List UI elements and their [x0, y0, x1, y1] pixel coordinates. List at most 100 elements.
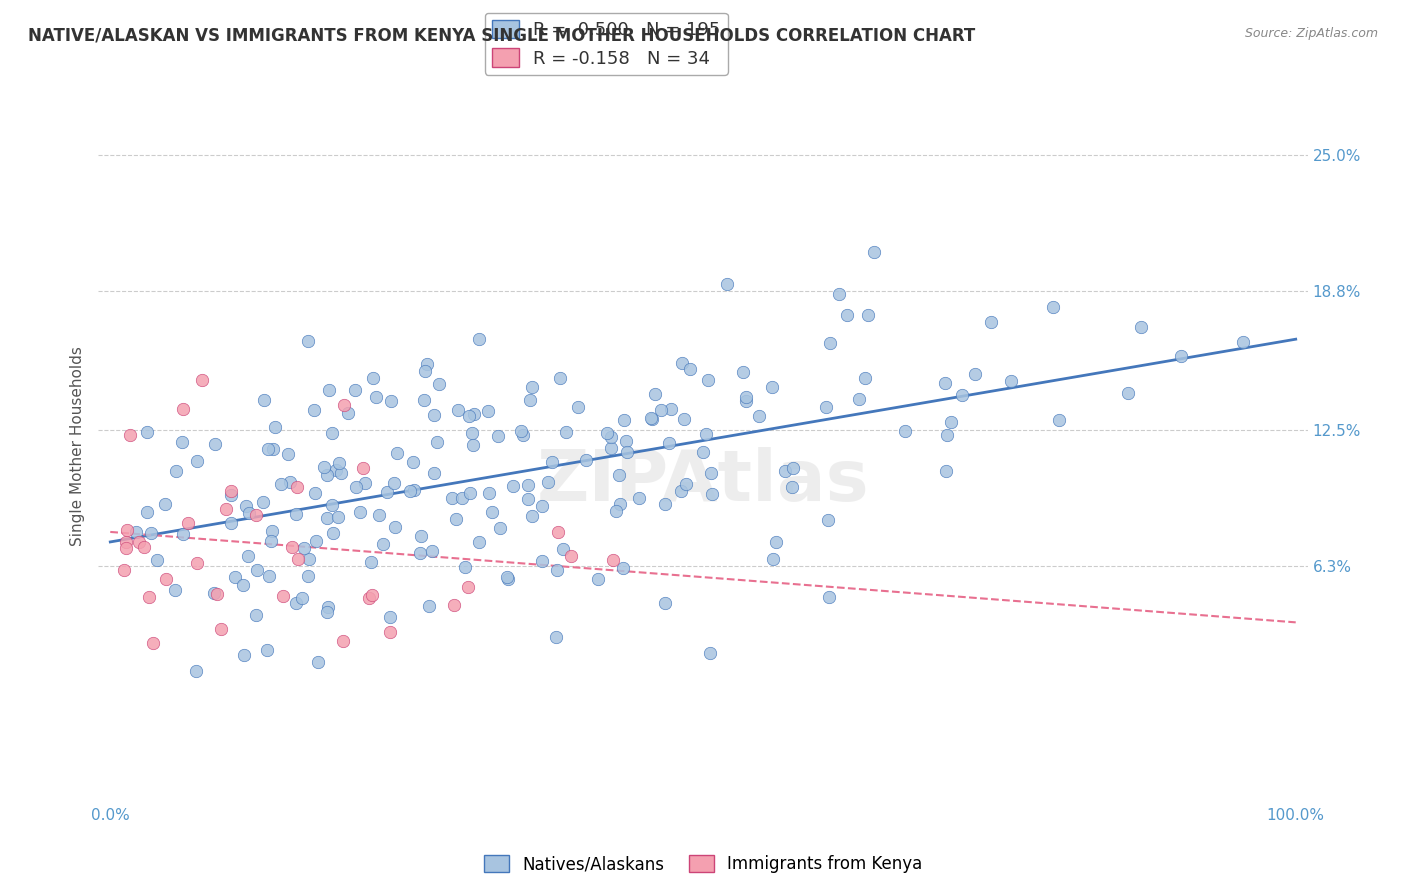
Point — [353, 476, 375, 491]
Point — [512, 428, 534, 442]
Point — [336, 406, 359, 420]
Point — [219, 488, 242, 502]
Point — [520, 380, 543, 394]
Point — [115, 535, 138, 549]
Point — [935, 427, 957, 442]
Point — [1130, 320, 1153, 334]
Point — [270, 476, 292, 491]
Point — [245, 608, 267, 623]
Point — [567, 400, 589, 414]
Point — [277, 446, 299, 460]
Point — [894, 424, 917, 438]
Point — [541, 455, 564, 469]
Point — [468, 332, 491, 346]
Point — [411, 529, 433, 543]
Point — [112, 563, 135, 577]
Point — [616, 445, 638, 459]
Point — [256, 643, 278, 657]
Point — [298, 551, 321, 566]
Point — [385, 446, 408, 460]
Point — [939, 415, 962, 429]
Point — [172, 526, 194, 541]
Point — [477, 485, 499, 500]
Point — [546, 630, 568, 644]
Point — [612, 561, 634, 575]
Point — [246, 563, 269, 577]
Point — [316, 511, 339, 525]
Point — [284, 507, 307, 521]
Point — [555, 425, 578, 439]
Point — [281, 541, 304, 555]
Point — [640, 411, 662, 425]
Point — [221, 516, 243, 530]
Point — [115, 523, 138, 537]
Point — [253, 392, 276, 407]
Point — [699, 646, 721, 660]
Point — [628, 491, 651, 505]
Point — [762, 551, 785, 566]
Point — [748, 409, 770, 424]
Point — [1047, 413, 1070, 427]
Point — [375, 484, 398, 499]
Point — [256, 442, 278, 457]
Point — [735, 393, 758, 408]
Point — [477, 404, 499, 418]
Point — [1042, 300, 1064, 314]
Point — [702, 486, 724, 500]
Point — [315, 605, 337, 619]
Point — [697, 373, 720, 387]
Point — [1170, 349, 1192, 363]
Point — [818, 591, 841, 605]
Point — [352, 461, 374, 475]
Point — [224, 570, 246, 584]
Point — [463, 407, 485, 421]
Point — [361, 588, 384, 602]
Text: NATIVE/ALASKAN VS IMMIGRANTS FROM KENYA SINGLE MOTHER HOUSEHOLDS CORRELATION CHA: NATIVE/ALASKAN VS IMMIGRANTS FROM KENYA … — [28, 27, 976, 45]
Point — [765, 535, 787, 549]
Point — [165, 582, 187, 597]
Point — [135, 505, 157, 519]
Point — [297, 334, 319, 349]
Point — [366, 390, 388, 404]
Point — [172, 402, 194, 417]
Point — [609, 497, 631, 511]
Point — [236, 549, 259, 564]
Point — [115, 541, 138, 555]
Point — [318, 383, 340, 397]
Point — [260, 524, 283, 539]
Point — [458, 486, 481, 500]
Point — [138, 590, 160, 604]
Point — [209, 622, 232, 636]
Point — [461, 438, 484, 452]
Point — [413, 363, 436, 377]
Point — [142, 636, 165, 650]
Point — [980, 315, 1002, 329]
Point — [596, 425, 619, 440]
Point — [496, 572, 519, 586]
Point — [817, 513, 839, 527]
Point — [600, 430, 623, 444]
Point — [384, 520, 406, 534]
Point — [444, 511, 467, 525]
Point — [423, 408, 446, 422]
Point — [321, 425, 343, 440]
Point — [409, 546, 432, 560]
Point — [546, 563, 568, 577]
Point — [519, 392, 541, 407]
Point — [232, 578, 254, 592]
Point — [292, 541, 315, 555]
Point — [120, 428, 142, 442]
Point — [177, 516, 200, 530]
Point — [191, 373, 214, 387]
Point — [302, 403, 325, 417]
Point — [600, 441, 623, 455]
Point — [429, 376, 451, 391]
Point — [312, 460, 335, 475]
Point — [530, 553, 553, 567]
Point — [285, 480, 308, 494]
Point — [252, 495, 274, 509]
Point — [219, 484, 242, 499]
Point — [848, 392, 870, 406]
Point — [461, 425, 484, 440]
Point — [165, 464, 187, 478]
